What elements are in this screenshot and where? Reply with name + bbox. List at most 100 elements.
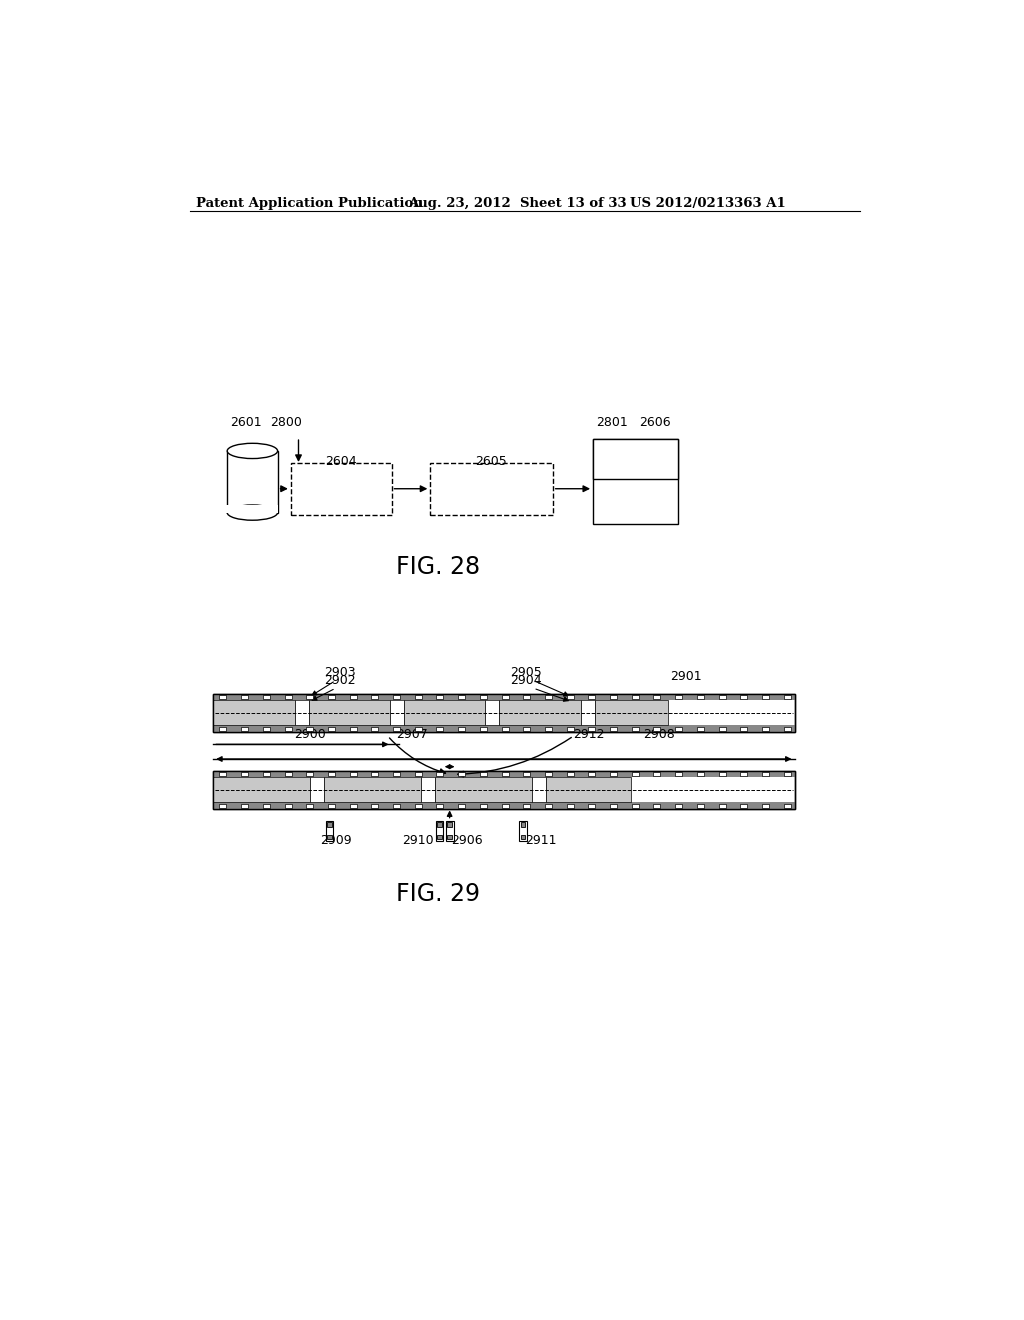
Text: 2604: 2604 [326, 455, 357, 467]
Bar [480, 772, 486, 776]
Bar [632, 772, 639, 776]
Bar [306, 694, 313, 700]
Bar [328, 772, 335, 776]
Bar [263, 772, 270, 776]
Bar [295, 701, 308, 725]
Bar [675, 694, 682, 700]
Bar [632, 804, 639, 808]
Bar [523, 804, 530, 808]
Bar [595, 701, 669, 725]
Text: 2911: 2911 [525, 834, 557, 846]
Bar [480, 726, 486, 731]
Bar [219, 772, 226, 776]
Bar [458, 772, 465, 776]
Bar [226, 504, 279, 512]
Bar [566, 772, 573, 776]
Bar [328, 726, 335, 731]
Bar [783, 726, 791, 731]
Bar [697, 772, 703, 776]
Text: 2908: 2908 [643, 729, 675, 742]
Bar [719, 726, 726, 731]
Bar [393, 804, 400, 808]
Bar [740, 772, 748, 776]
Bar [458, 804, 465, 808]
Text: Patent Application Publication: Patent Application Publication [197, 197, 423, 210]
Bar [480, 694, 486, 700]
Bar [458, 694, 465, 700]
Bar [328, 822, 332, 826]
Bar [415, 804, 422, 808]
Bar [393, 694, 400, 700]
Bar [545, 804, 552, 808]
Bar [581, 701, 595, 725]
Bar [213, 771, 795, 777]
Ellipse shape [227, 506, 278, 520]
Bar [436, 772, 443, 776]
Bar [241, 772, 248, 776]
Bar [740, 694, 748, 700]
Bar [306, 772, 313, 776]
Bar [403, 701, 485, 725]
Bar [632, 694, 639, 700]
Bar [219, 726, 226, 731]
Bar [762, 694, 769, 700]
Bar [447, 834, 452, 840]
Bar [435, 821, 443, 841]
Bar [415, 726, 422, 731]
Bar [675, 726, 682, 731]
Bar [545, 726, 552, 731]
Bar [349, 694, 356, 700]
Bar [762, 772, 769, 776]
Bar [306, 804, 313, 808]
Bar [697, 804, 703, 808]
Bar [213, 771, 795, 809]
Bar [545, 772, 552, 776]
Bar [566, 726, 573, 731]
Bar [328, 694, 335, 700]
Bar [213, 771, 795, 809]
Bar [415, 772, 422, 776]
Bar [762, 804, 769, 808]
Bar [675, 772, 682, 776]
Bar [213, 803, 795, 809]
Bar [241, 726, 248, 731]
Text: 2601: 2601 [230, 416, 262, 429]
Bar [263, 804, 270, 808]
Bar [610, 804, 617, 808]
Bar [653, 804, 660, 808]
Bar [445, 821, 454, 841]
Bar [523, 772, 530, 776]
Bar [719, 772, 726, 776]
Bar [324, 777, 421, 803]
Bar [227, 451, 278, 512]
Text: 2905: 2905 [510, 665, 542, 678]
Bar [697, 694, 703, 700]
Bar [502, 772, 509, 776]
Bar [593, 440, 678, 479]
Bar [610, 726, 617, 731]
Bar [653, 694, 660, 700]
Text: 2800: 2800 [270, 416, 302, 429]
Bar [740, 804, 748, 808]
Bar [349, 804, 356, 808]
Bar [546, 777, 631, 803]
Bar [653, 772, 660, 776]
Bar [393, 772, 400, 776]
Bar [521, 822, 525, 826]
Bar [740, 726, 748, 731]
Bar [285, 804, 292, 808]
Bar [435, 777, 531, 803]
Bar [436, 804, 443, 808]
Text: 2900: 2900 [294, 729, 326, 742]
Bar [291, 462, 391, 515]
Bar [328, 804, 335, 808]
Bar [566, 804, 573, 808]
Bar [523, 694, 530, 700]
Text: 2902: 2902 [324, 675, 355, 688]
Text: 2907: 2907 [396, 729, 428, 742]
Bar [589, 772, 595, 776]
Bar [390, 701, 403, 725]
Text: 2910: 2910 [402, 834, 434, 846]
Ellipse shape [227, 444, 278, 458]
Bar [719, 694, 726, 700]
